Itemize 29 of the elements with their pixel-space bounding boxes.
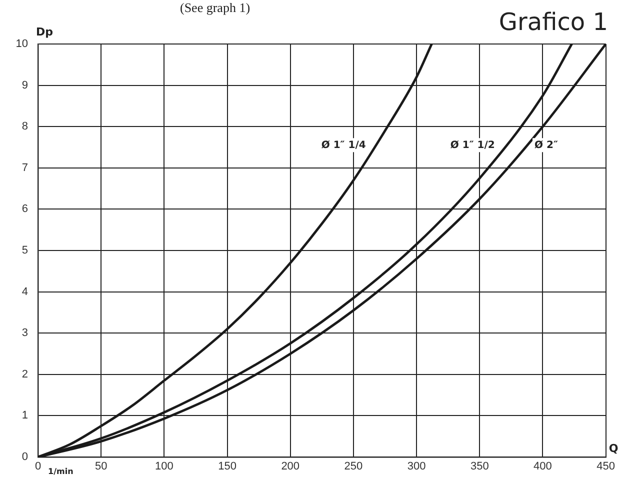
- series-label: Ø 2″: [534, 140, 558, 151]
- y-tick-label: 6: [22, 203, 28, 216]
- text: (See graph 1): [180, 0, 250, 15]
- y-tick-label: 4: [22, 286, 28, 298]
- y-tick-label: 1: [22, 410, 28, 422]
- x-tick-label: 100: [155, 460, 174, 473]
- y-tick-label: 7: [22, 162, 28, 174]
- x-tick-label: 450: [596, 460, 616, 473]
- y-tick-label: 3: [22, 327, 28, 340]
- text: 1/min: [48, 467, 74, 476]
- y-tick-label: 8: [22, 120, 28, 133]
- x-tick-label: 0: [34, 460, 42, 473]
- y-tick-label: 10: [16, 38, 28, 50]
- x-axis-title: Q: [608, 442, 618, 455]
- x-tick-label: 250: [344, 460, 363, 473]
- y-tick-label: 9: [22, 79, 28, 92]
- x-tick-label: 50: [94, 460, 108, 473]
- series-label: Ø 1″ 1/4: [321, 140, 366, 151]
- chart-title: Grafico 1: [498, 8, 608, 36]
- y-axis-title: Dp: [36, 25, 54, 38]
- x-tick-label: 350: [470, 460, 489, 473]
- x-tick-label: 300: [407, 460, 426, 473]
- y-tick-label: 2: [22, 368, 28, 380]
- series-label: Ø 1″ 1/2: [450, 140, 495, 151]
- y-tick-label: 5: [22, 244, 28, 257]
- x-tick-label: 150: [218, 460, 236, 473]
- y-tick-label: 0: [22, 451, 28, 464]
- x-tick-label: 400: [534, 460, 552, 473]
- x-tick-label: 200: [281, 460, 300, 473]
